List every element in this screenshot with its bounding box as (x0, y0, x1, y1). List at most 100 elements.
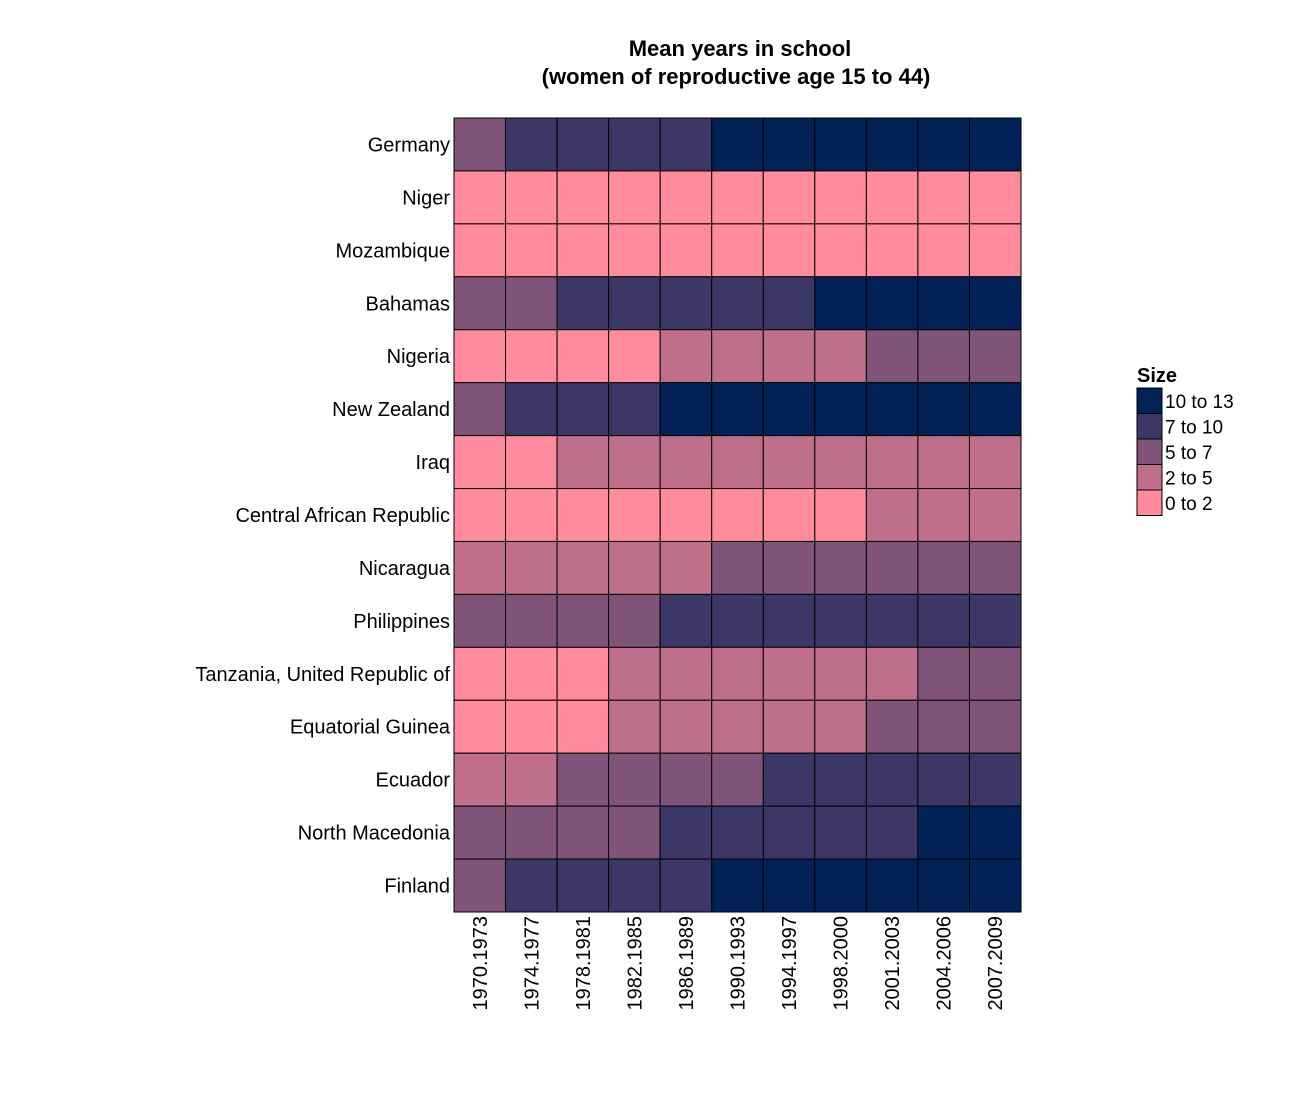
heatmap-cell (865, 593, 919, 648)
heatmap-cell (917, 858, 970, 913)
x-tick-label: 2001.2003 (882, 916, 904, 1011)
x-tick-label: 2007.2009 (985, 916, 1007, 1011)
heatmap-cell (505, 223, 558, 278)
heatmap-cell (814, 276, 867, 331)
heatmap-cell (505, 540, 558, 595)
heatmap-cell (814, 488, 867, 542)
y-tick-label: Iraq (416, 452, 450, 474)
heatmap-cell (556, 593, 610, 648)
y-tick-label: Ecuador (376, 770, 451, 792)
heatmap-cell (865, 170, 919, 225)
heatmap-cell (762, 435, 816, 490)
heatmap-cell (711, 752, 764, 807)
y-tick-label: Equatorial Guinea (290, 717, 451, 739)
heatmap-cell (453, 170, 507, 225)
x-tick-label: 1986.1989 (676, 916, 698, 1011)
heatmap-cell (505, 699, 558, 754)
heatmap-cell (968, 540, 1022, 595)
heatmap-cell (453, 593, 507, 648)
heatmap-cell (814, 117, 867, 172)
heatmap-cell (917, 699, 970, 754)
heatmap-cell (505, 488, 558, 542)
heatmap-cell (711, 329, 764, 384)
heatmap-cell (968, 805, 1022, 860)
heatmap-cell (556, 752, 610, 807)
y-axis-tick-labels: Germany Niger Mozambique Bahamas Nigeria New … (195, 134, 450, 897)
heatmap-cell (556, 858, 610, 913)
heatmap-cell (608, 170, 661, 225)
legend-label: 5 to 7 (1165, 443, 1213, 464)
heatmap-cell (865, 223, 919, 278)
heatmap-cell (711, 858, 764, 913)
heatmap-cell (608, 858, 661, 913)
heatmap-cell (865, 488, 919, 542)
heatmap-cell (659, 540, 713, 595)
heatmap-cell (917, 752, 970, 807)
heatmap-cell (505, 170, 558, 225)
heatmap-cell (453, 435, 507, 490)
heatmap-cell (711, 646, 764, 701)
heatmap-cell (968, 858, 1022, 913)
legend-swatch (1136, 413, 1163, 440)
heatmap-cell (659, 329, 713, 384)
x-tick-label: 2004.2006 (934, 916, 956, 1011)
heatmap-cell (917, 382, 970, 437)
heatmap-cell (556, 117, 610, 172)
heatmap-cell (968, 593, 1022, 648)
heatmap-cell (968, 117, 1022, 172)
heatmap-cell (762, 593, 816, 648)
heatmap-cell (453, 223, 507, 278)
y-tick-label: Tanzania, United Republic of (195, 664, 450, 686)
heatmap-cell (917, 223, 970, 278)
heatmap-cell (556, 435, 610, 490)
heatmap-cell (917, 329, 970, 384)
x-tick-label: 1994.1997 (779, 916, 801, 1011)
heatmap-cell (505, 646, 558, 701)
heatmap-cell (814, 752, 867, 807)
heatmap-cell (762, 276, 816, 331)
y-tick-label: Philippines (353, 611, 450, 633)
heatmap-cell (556, 805, 610, 860)
heatmap-cell (917, 117, 970, 172)
heatmap-cell (917, 276, 970, 331)
heatmap-cell (814, 699, 867, 754)
heatmap-cell (865, 435, 919, 490)
heatmap-cell (711, 699, 764, 754)
heatmap-cell (865, 540, 919, 595)
heatmap-cell (917, 170, 970, 225)
heatmap-cell (814, 329, 867, 384)
heatmap-cell (865, 329, 919, 384)
heatmap-cell (762, 858, 816, 913)
legend-label: 10 to 13 (1165, 392, 1234, 413)
x-tick-label: 1978.1981 (573, 916, 595, 1011)
heatmap-cell (968, 752, 1022, 807)
heatmap-cell (608, 435, 661, 490)
heatmap-cell (968, 488, 1022, 542)
y-tick-label: Bahamas (366, 293, 451, 315)
heatmap-cell (659, 488, 713, 542)
heatmap-cell (917, 805, 970, 860)
heatmap-cell (711, 223, 764, 278)
heatmap-cell (556, 170, 610, 225)
heatmap-cell (814, 805, 867, 860)
heatmap-cell (865, 699, 919, 754)
x-tick-label: 1990.1993 (728, 916, 750, 1011)
heatmap-cell (917, 646, 970, 701)
heatmap-cell (505, 329, 558, 384)
heatmap-cell (505, 752, 558, 807)
x-tick-label: 1998.2000 (831, 916, 853, 1011)
x-tick-label: 1974.1977 (521, 916, 543, 1011)
heatmap-cell (814, 593, 867, 648)
heatmap-cell (762, 223, 816, 278)
heatmap-cell (762, 117, 816, 172)
heatmap-cell (865, 276, 919, 331)
heatmap-cell (865, 752, 919, 807)
y-tick-label: Germany (368, 134, 450, 156)
heatmap-cell (762, 382, 816, 437)
heatmap-cell (453, 117, 507, 172)
legend-title: Size (1137, 365, 1177, 387)
x-tick-label: 1982.1985 (624, 916, 646, 1011)
x-tick-label: 1970.1973 (470, 916, 492, 1011)
heatmap-cell (762, 170, 816, 225)
